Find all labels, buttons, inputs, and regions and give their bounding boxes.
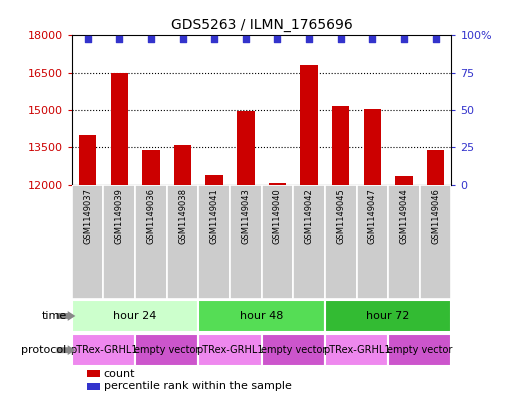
Text: pTRex-GRHL1: pTRex-GRHL1 [196,345,264,355]
Bar [206,175,223,393]
Text: hour 72: hour 72 [366,311,410,321]
Point [210,36,219,42]
Text: hour 48: hour 48 [240,311,283,321]
Point [273,36,282,42]
Text: count: count [104,369,135,379]
Text: GSM1149045: GSM1149045 [336,188,345,244]
Text: empty vector: empty vector [134,345,200,355]
Point [115,36,124,42]
Text: pTRex-GRHL1: pTRex-GRHL1 [70,345,137,355]
Bar [79,135,96,393]
Text: GSM1149036: GSM1149036 [146,188,155,244]
Text: GSM1149043: GSM1149043 [241,188,250,244]
Bar [293,185,325,299]
Point [368,36,377,42]
Text: GSM1149040: GSM1149040 [273,188,282,244]
Bar [135,334,199,366]
Text: protocol: protocol [22,345,67,355]
Bar [301,65,318,393]
Bar [396,176,412,393]
Bar [325,185,357,299]
Text: GSM1149046: GSM1149046 [431,188,440,244]
Text: GSM1149042: GSM1149042 [305,188,313,244]
Text: hour 24: hour 24 [113,311,157,321]
Bar [325,334,388,366]
Bar [364,109,381,393]
Text: GSM1149037: GSM1149037 [83,188,92,244]
Bar [72,334,135,366]
Bar [262,185,293,299]
Bar [174,145,191,393]
Bar [262,334,325,366]
Point [305,36,313,42]
Bar [269,184,286,393]
Bar [427,150,444,393]
Text: GSM1149047: GSM1149047 [368,188,377,244]
Bar [230,185,262,299]
Bar [332,106,349,393]
Bar [111,73,128,393]
Text: GSM1149038: GSM1149038 [178,188,187,244]
Bar [142,150,160,393]
Bar [104,185,135,299]
Bar [135,185,167,299]
Bar [237,111,254,393]
Text: GSM1149044: GSM1149044 [400,188,408,244]
Bar [72,300,199,332]
Point [242,36,250,42]
Bar [199,334,262,366]
Text: GSM1149041: GSM1149041 [210,188,219,244]
Bar [357,185,388,299]
Bar [199,300,325,332]
Bar [325,300,451,332]
Point [84,36,92,42]
Bar [420,185,451,299]
Point [400,36,408,42]
Text: time: time [42,311,67,321]
Point [431,36,440,42]
Text: GSM1149039: GSM1149039 [115,188,124,244]
Bar [199,185,230,299]
Bar [388,185,420,299]
Point [179,36,187,42]
Title: GDS5263 / ILMN_1765696: GDS5263 / ILMN_1765696 [171,18,352,31]
Bar [72,185,104,299]
Point [147,36,155,42]
Text: empty vector: empty vector [261,345,326,355]
Text: empty vector: empty vector [387,345,452,355]
Bar [167,185,199,299]
Text: pTRex-GRHL1: pTRex-GRHL1 [323,345,390,355]
Point [337,36,345,42]
Bar [388,334,451,366]
Text: percentile rank within the sample: percentile rank within the sample [104,381,291,391]
